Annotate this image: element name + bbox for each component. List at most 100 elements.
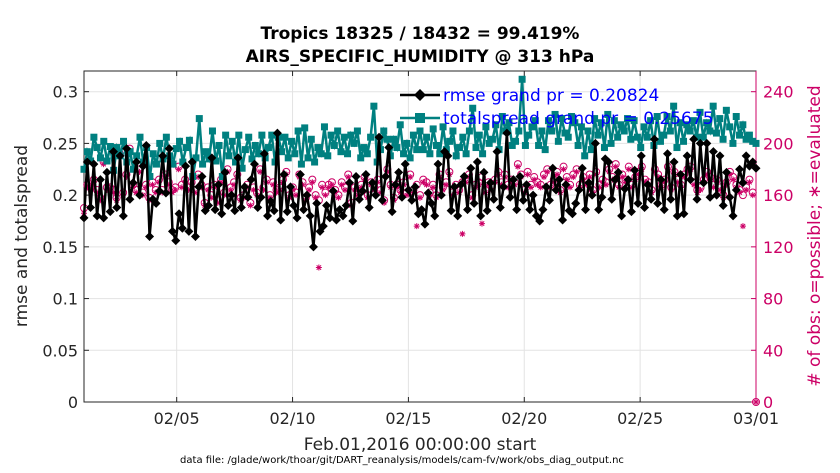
totalspread-point: [248, 155, 256, 163]
totalspread-point: [472, 144, 480, 152]
rmse-point: [603, 157, 613, 167]
obs-evaluated-point: [208, 194, 215, 201]
totalspread-point: [719, 135, 727, 143]
totalspread-point: [202, 148, 210, 156]
legend-totalspread-marker: [415, 113, 425, 123]
rmse-point: [613, 167, 623, 177]
rmse-point: [125, 194, 135, 204]
obs-evaluated-point: [753, 399, 759, 405]
totalspread-point: [100, 137, 108, 145]
rmse-point: [233, 153, 243, 163]
totalspread-point: [475, 131, 483, 139]
obs-evaluated-point: [746, 179, 753, 186]
totalspread-point: [459, 133, 467, 141]
totalspread-point: [179, 158, 187, 166]
rmse-point: [410, 182, 420, 192]
y-tick-label-left: 0.3: [53, 83, 78, 102]
obs-evaluated-point: [681, 174, 688, 181]
rmse-point: [584, 178, 594, 188]
rmse-point: [626, 207, 636, 217]
totalspread-point: [103, 157, 111, 165]
rmse-point: [400, 159, 410, 169]
totalspread-point: [633, 133, 641, 141]
y-tick-label-right: 120: [763, 238, 794, 257]
rmse-point: [322, 200, 332, 210]
obs-evaluated-point: [655, 174, 662, 181]
obs-evaluated-point: [149, 181, 156, 188]
x-axis: 02/05 02/10 02/15 02/20 02/25 03/01: [154, 71, 779, 428]
x-tick-label: 02/15: [385, 409, 431, 428]
totalspread-point: [518, 75, 526, 83]
rmse-point: [207, 153, 217, 163]
totalspread-point: [90, 133, 98, 141]
rmse-point: [610, 175, 620, 185]
totalspread-point: [126, 148, 134, 156]
totalspread-point: [370, 102, 378, 110]
totalspread-point: [83, 148, 91, 156]
totalspread-point: [712, 129, 720, 137]
rmse-point: [653, 198, 663, 208]
rmse-point: [394, 167, 404, 177]
rmse-point: [345, 178, 355, 188]
totalspread-point: [584, 127, 592, 135]
obs-evaluated-point: [84, 184, 91, 191]
totalspread-point: [353, 127, 361, 135]
totalspread-point: [432, 141, 440, 149]
totalspread-point: [637, 144, 645, 152]
rmse-point: [194, 182, 204, 192]
totalspread-point: [485, 139, 493, 147]
totalspread-point: [136, 133, 144, 141]
rmse-point: [623, 175, 633, 185]
rmse-point: [436, 190, 446, 200]
y-tick-label-left: 0.1: [53, 290, 78, 309]
rmse-point: [748, 157, 758, 167]
totalspread-point: [541, 146, 549, 154]
rmse-point: [682, 151, 692, 161]
obs-evaluated-point: [178, 184, 185, 191]
rmse-point: [430, 211, 440, 221]
obs-evaluated-point: [508, 179, 515, 186]
obs-evaluated-point: [691, 181, 698, 188]
obs-evaluated-point: [257, 168, 264, 175]
rmse-point: [489, 194, 499, 204]
rmse-point: [151, 198, 161, 208]
rmse-point: [433, 159, 443, 169]
rmse-point: [292, 213, 302, 223]
rmse-point: [390, 180, 400, 190]
totalspread-point: [307, 135, 315, 143]
obs-evaluated-point: [218, 179, 225, 186]
totalspread-point: [656, 137, 664, 145]
y-tick-label-right: 240: [763, 83, 794, 102]
totalspread-point: [528, 123, 536, 131]
rmse-point: [354, 194, 364, 204]
y-tick-label-left: 0.2: [53, 186, 78, 205]
rmse-point: [282, 207, 292, 217]
rmse-point: [699, 178, 709, 188]
obs-evaluated-point: [306, 186, 313, 193]
rmse-point: [679, 209, 689, 219]
rmse-point: [236, 203, 246, 213]
rmse-point: [197, 172, 207, 182]
obs-evaluated-point: [322, 192, 329, 199]
totalspread-point: [317, 150, 325, 158]
totalspread-point: [327, 131, 335, 139]
obs-evaluated-point: [266, 194, 273, 201]
totalspread-point: [577, 123, 585, 131]
rmse-point: [397, 192, 407, 202]
rmse-point: [381, 172, 391, 182]
rmse-point: [499, 182, 509, 192]
rmse-point: [423, 188, 433, 198]
totalspread-point: [429, 125, 437, 133]
obs-evaluated-point: [570, 174, 577, 181]
rmse-point: [115, 151, 125, 161]
rmse-point: [109, 147, 119, 157]
obs-evaluated-point: [524, 171, 531, 178]
legend-rmse-marker: [414, 89, 426, 101]
rmse-point: [171, 236, 181, 246]
totalspread-point: [278, 148, 286, 156]
obs-evaluated-point: [384, 168, 391, 175]
rmse-point: [502, 128, 512, 138]
totalspread-point: [390, 135, 398, 143]
y-axis-right-label: # of obs: o=possible; ∗=evaluated: [805, 85, 825, 386]
totalspread-point: [199, 160, 207, 168]
